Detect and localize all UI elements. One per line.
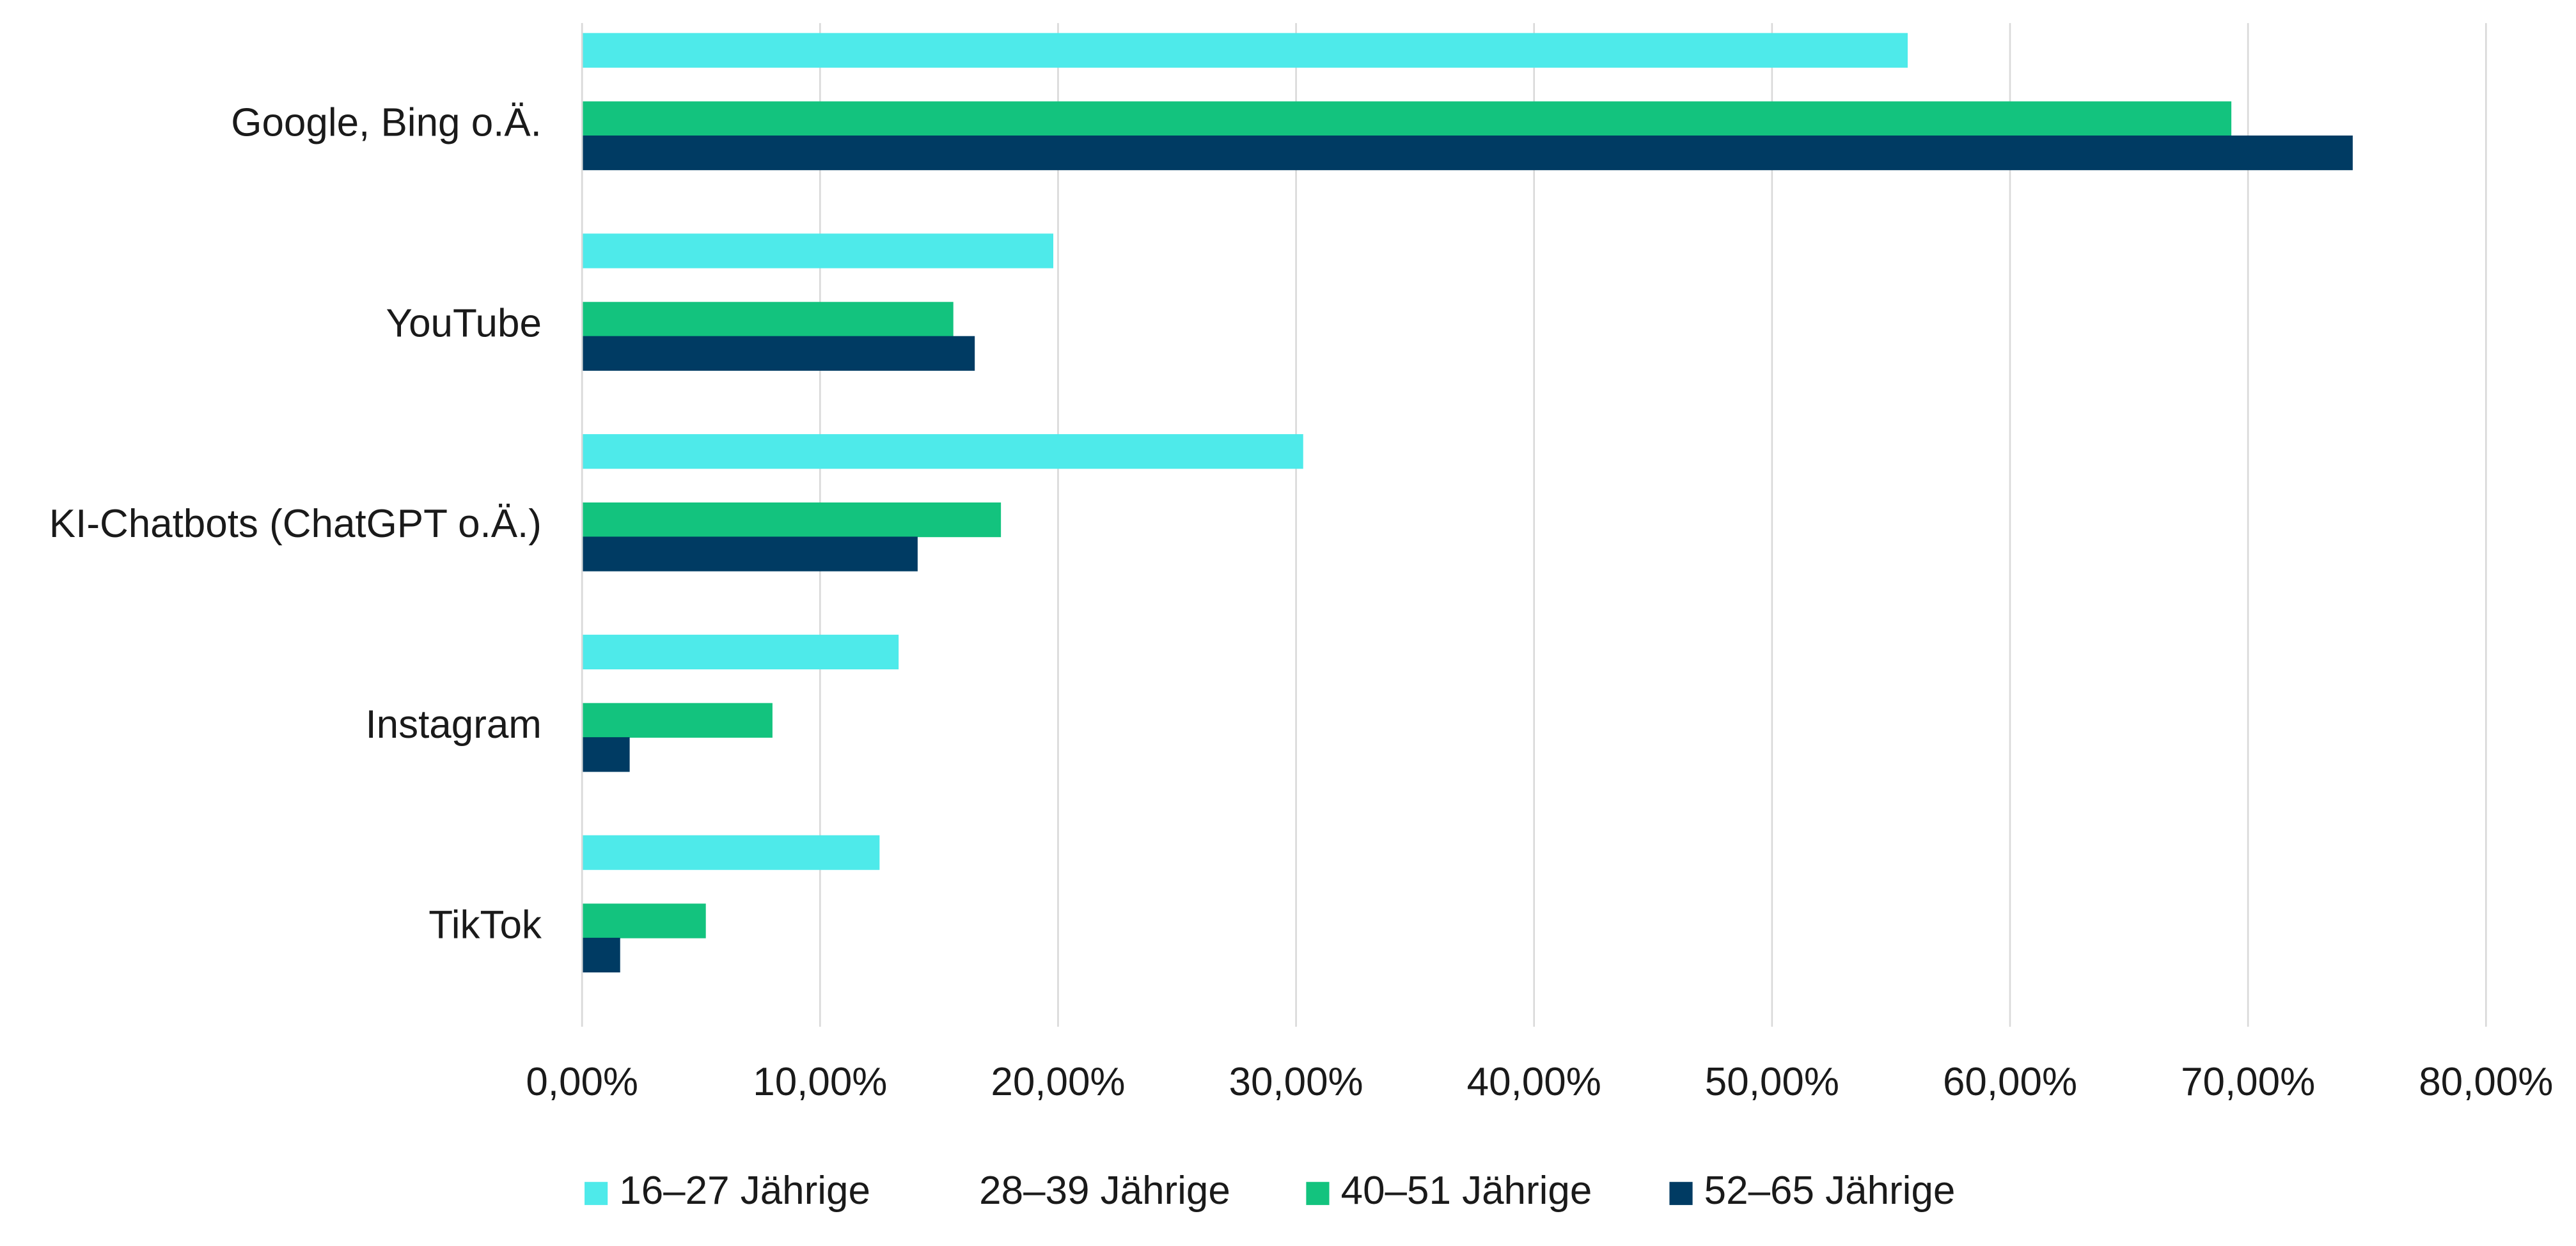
legend-swatch (944, 1181, 968, 1205)
category-label: YouTube (386, 301, 541, 345)
bar-youtube-series-0 (582, 233, 1054, 269)
legend-swatch (1669, 1181, 1693, 1205)
bar-google-bing-o--series-2 (582, 101, 2232, 136)
x-tick-label: 20,00% (991, 1060, 1125, 1104)
x-tick-label: 40,00% (1467, 1060, 1601, 1104)
x-tick-label: 30,00% (1229, 1060, 1363, 1104)
bar-instagram-series-3 (582, 737, 630, 772)
category-label: Google, Bing o.Ä. (231, 101, 542, 145)
legend: 16–27 Jährige 28–39 Jährige 40–51 Jährige 5… (585, 1169, 1955, 1213)
x-tick-label: 0,00% (526, 1060, 638, 1104)
legend-label: 40–51 Jährige (1341, 1169, 1592, 1213)
axis: Google, Bing o.Ä. YouTube KI-Chatbots (Cha… (49, 23, 2553, 1104)
bars (582, 33, 2353, 973)
bar-ki-chatbots-chatgpt-o--series-0 (582, 434, 1303, 469)
x-tick-label: 70,00% (2181, 1060, 2315, 1104)
x-tick-label: 50,00% (1705, 1060, 1839, 1104)
gridlines (581, 23, 2487, 1027)
x-tick-label: 10,00% (753, 1060, 887, 1104)
x-tick-label: 60,00% (1943, 1060, 2077, 1104)
legend-swatch (1306, 1181, 1330, 1205)
category-label: KI-Chatbots (ChatGPT o.Ä.) (49, 502, 542, 546)
bar-google-bing-o--series-3 (582, 135, 2353, 171)
category-label: Instagram (365, 703, 541, 747)
bar-youtube-series-3 (582, 336, 975, 371)
bar-tiktok-series-3 (582, 937, 620, 973)
bar-google-bing-o--series-0 (582, 33, 1908, 68)
legend-swatch (585, 1181, 608, 1205)
bar-youtube-series-2 (582, 302, 954, 337)
x-tick-label: 80,00% (2419, 1060, 2553, 1104)
bar-instagram-series-2 (582, 703, 773, 738)
bar-ki-chatbots-chatgpt-o--series-2 (582, 502, 1001, 538)
bar-tiktok-series-2 (582, 903, 706, 938)
legend-label: 16–27 Jährige (619, 1169, 870, 1213)
bar-tiktok-series-0 (582, 835, 880, 870)
bar-ki-chatbots-chatgpt-o--series-3 (582, 536, 918, 572)
category-label: TikTok (428, 903, 542, 947)
legend-label: 28–39 Jährige (979, 1169, 1230, 1213)
bar-instagram-series-0 (582, 634, 899, 670)
legend-label: 52–65 Jährige (1704, 1169, 1956, 1213)
